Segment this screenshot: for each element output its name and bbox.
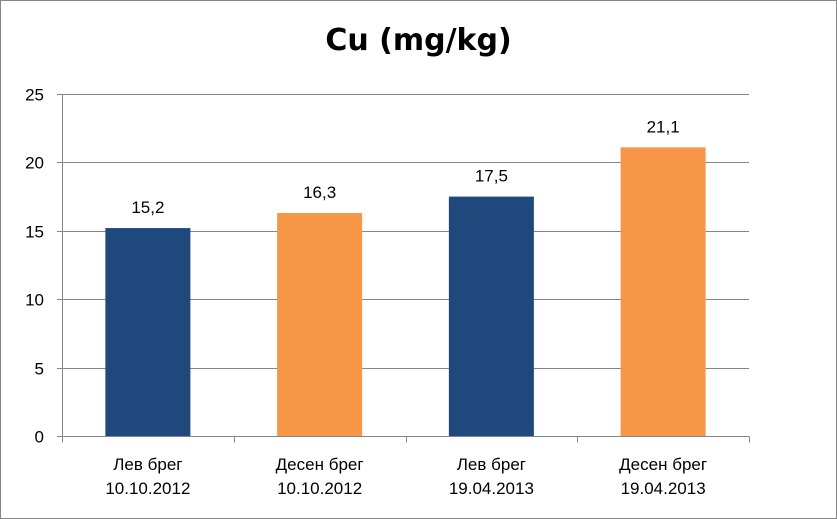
- y-tick-label: 20: [25, 154, 44, 173]
- axes: [57, 94, 750, 443]
- bar-2: [277, 213, 363, 436]
- category-label-line: Лев брег: [457, 455, 526, 474]
- category-label-line: 10.10.2012: [277, 479, 362, 498]
- category-label-line: Десен брег: [276, 455, 364, 474]
- x-category-label-3: Лев брег 19.04.2013: [449, 455, 534, 498]
- category-label-line: Лев брег: [113, 455, 182, 474]
- data-label-3: 17,5: [475, 167, 508, 186]
- chart-title: Cu (mg/kg): [325, 23, 512, 58]
- y-tick-label: 15: [25, 223, 44, 242]
- y-tick-label: 0: [35, 428, 44, 447]
- x-category-label-1: Лев брег 10.10.2012: [105, 455, 190, 498]
- labels: 0 5 10 15 20 25 15,2 Лев брег 10.10.2012 16,3 Десе…: [25, 86, 707, 499]
- bar-3: [448, 196, 534, 436]
- data-label-4: 21,1: [647, 117, 680, 136]
- x-category-label-2: Десен брег 10.10.2012: [276, 455, 364, 498]
- data-label-2: 16,3: [303, 183, 336, 202]
- category-label-line: 19.04.2013: [449, 479, 534, 498]
- y-tick-label: 25: [25, 86, 44, 105]
- bar-1: [105, 228, 191, 436]
- data-label-1: 15,2: [131, 198, 164, 217]
- y-tick-label: 5: [35, 360, 44, 379]
- category-label-line: 19.04.2013: [621, 479, 706, 498]
- category-label-line: Десен брег: [619, 455, 707, 474]
- y-tick-label: 10: [25, 291, 44, 310]
- bars: [105, 147, 706, 437]
- x-category-label-4: Десен брег 19.04.2013: [619, 455, 707, 498]
- bar-4: [620, 147, 706, 437]
- category-label-line: 10.10.2012: [105, 479, 190, 498]
